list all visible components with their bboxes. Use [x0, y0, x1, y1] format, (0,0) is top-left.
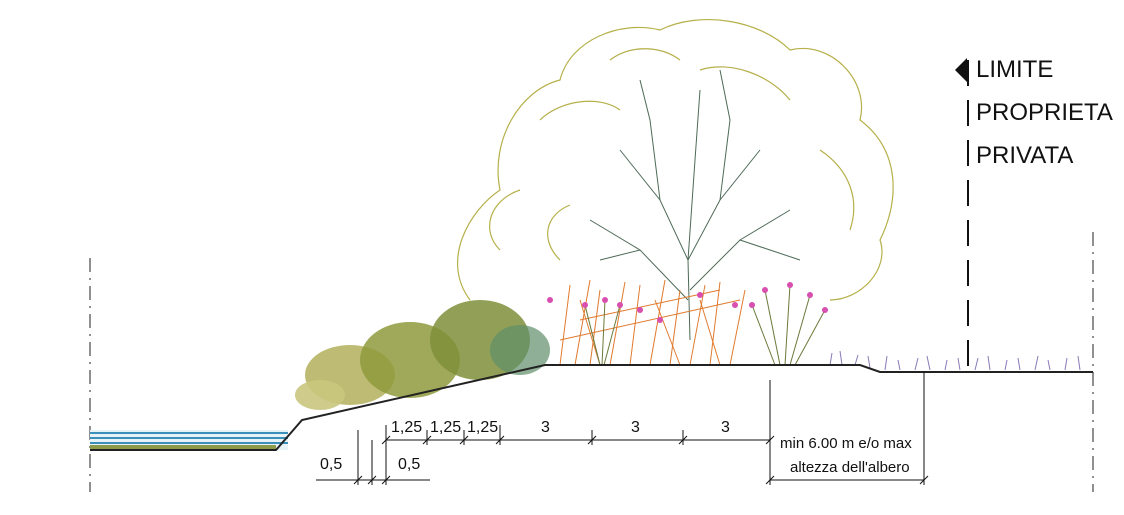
dimension-lines [316, 372, 929, 485]
dim-label-6: 3 [721, 419, 730, 436]
reeds [559, 279, 746, 366]
setback-note-line2: altezza dell'albero [790, 459, 910, 476]
dim-label-bottom-2: 0,5 [398, 456, 421, 473]
dim-label-5: 3 [631, 419, 640, 436]
flowers [547, 282, 828, 323]
dim-label-1: 1,25 [391, 419, 423, 436]
dim-label-2: 1,25 [430, 419, 462, 436]
grasses [584, 284, 826, 366]
setback-note-line1: min 6.00 m e/o max [780, 435, 912, 452]
property-limit-line3: PRIVATA [976, 142, 1074, 169]
dim-label-3: 1,25 [467, 419, 499, 436]
shrubs [295, 300, 550, 410]
dim-label-bottom-1: 0,5 [320, 456, 343, 473]
property-limit-arrow-icon [955, 58, 967, 82]
axis-lines [89, 232, 1094, 492]
water [90, 430, 288, 450]
dim-label-4: 3 [541, 419, 550, 436]
lawn-grass [829, 350, 1081, 371]
tree-branches [589, 69, 801, 341]
tree-canopy [457, 19, 894, 301]
property-limit-line2: PROPRIETA [976, 99, 1113, 126]
ground-profile [90, 364, 1093, 451]
property-limit-line1: LIMITE [976, 56, 1054, 83]
